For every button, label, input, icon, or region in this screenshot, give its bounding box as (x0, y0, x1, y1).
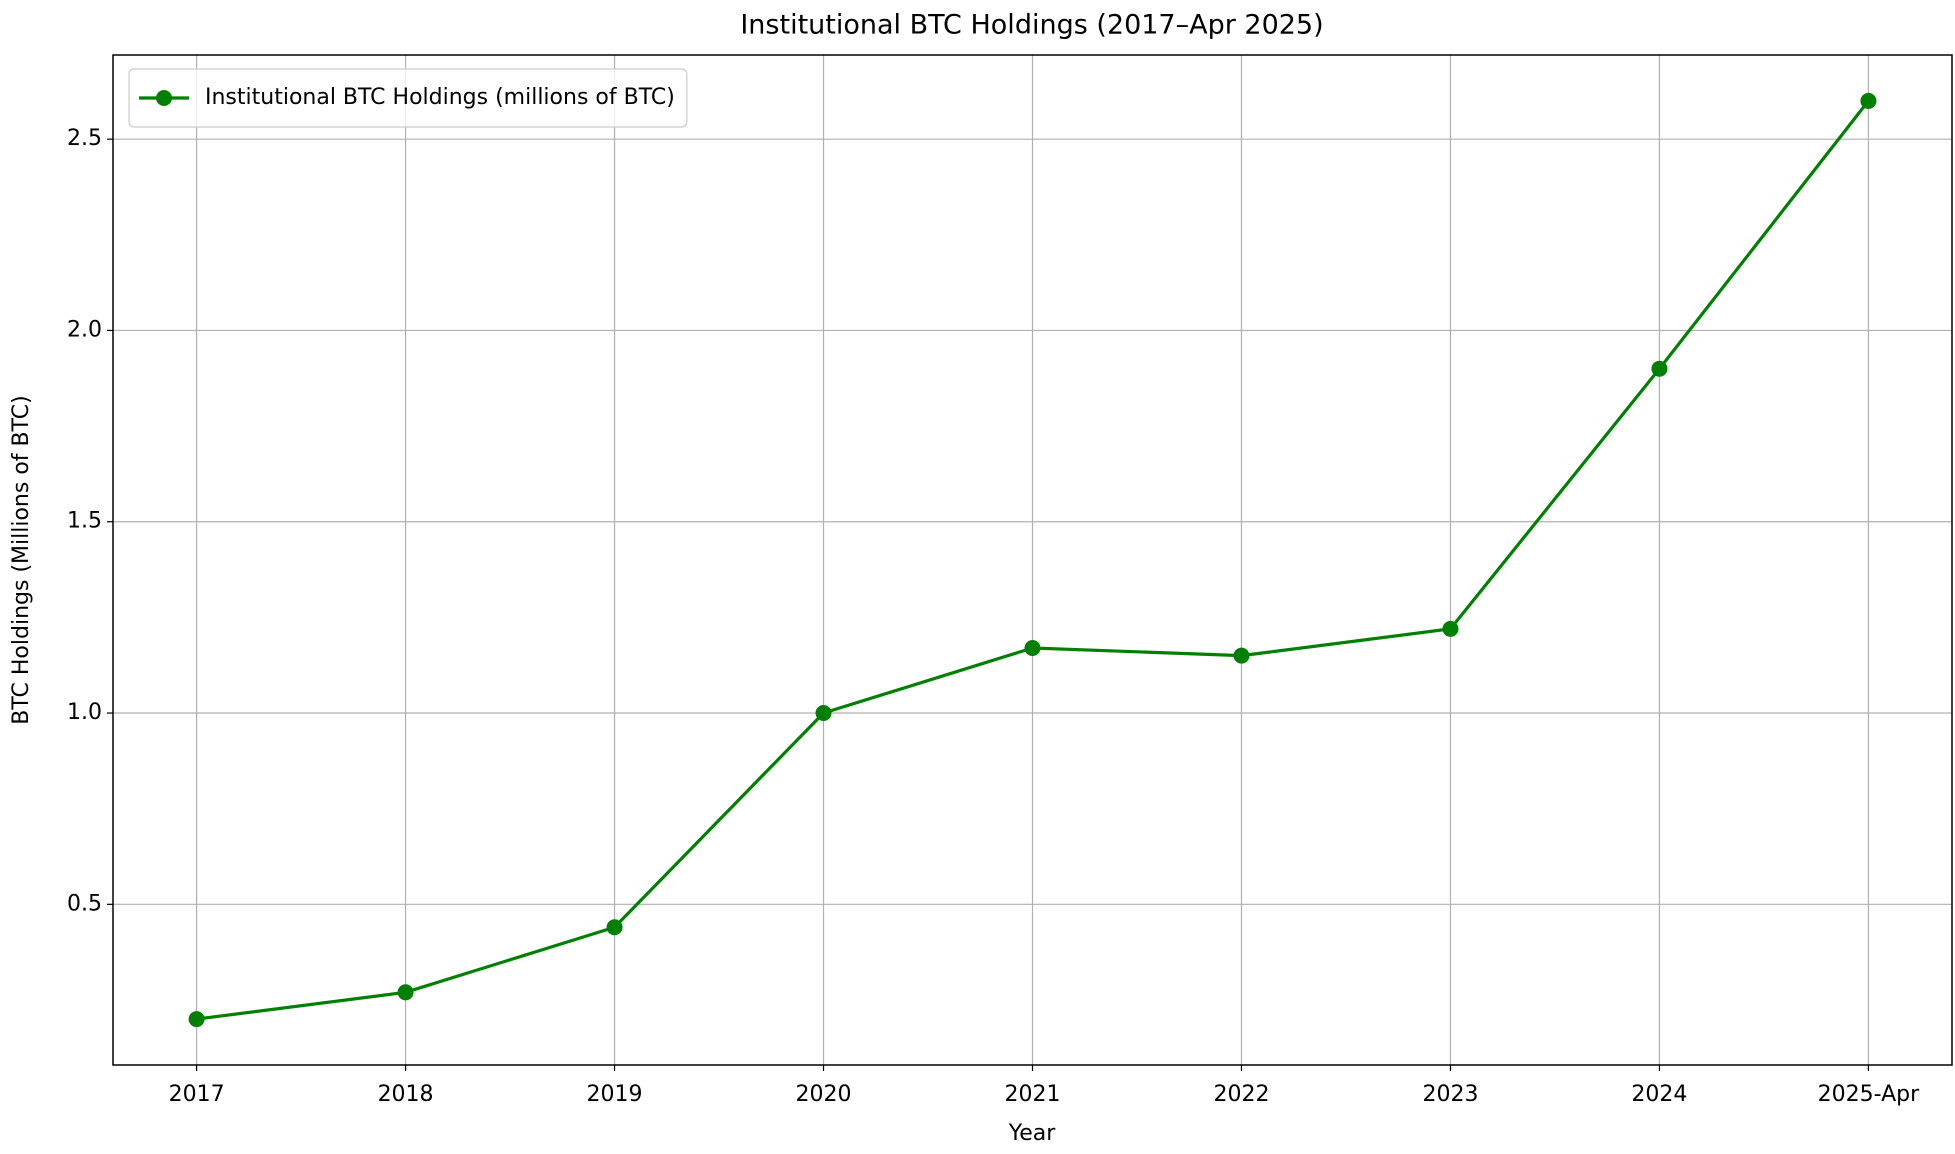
plot-frame (112, 54, 1953, 1066)
y-tick-label: 0.5 (67, 891, 102, 916)
x-tick-label: 2018 (378, 1082, 434, 1107)
marker (1233, 647, 1250, 664)
y-axis-label: BTC Holdings (Millions of BTC) (9, 395, 34, 724)
marker (815, 705, 832, 722)
marker (606, 919, 623, 936)
x-tick-label: 2025-Apr (1818, 1082, 1920, 1107)
marker (397, 984, 414, 1001)
x-tick-label: 2022 (1213, 1082, 1269, 1107)
x-tick-label: 2019 (587, 1082, 643, 1107)
x-tick-label: 2020 (796, 1082, 852, 1107)
marker (188, 1011, 205, 1028)
x-tick-label: 2021 (1005, 1082, 1061, 1107)
legend-label: Institutional BTC Holdings (millions of … (205, 85, 675, 110)
marker (1860, 92, 1877, 109)
y-tick-label: 1.0 (67, 700, 102, 725)
y-tick-label: 1.5 (67, 509, 102, 534)
marker (1651, 360, 1668, 377)
marker (1442, 620, 1459, 637)
y-tick-label: 2.5 (67, 126, 102, 151)
marker (1024, 639, 1041, 656)
legend-marker (156, 90, 172, 106)
legend-box (128, 68, 688, 128)
x-tick-label: 2023 (1422, 1082, 1478, 1107)
chart-title: Institutional BTC Holdings (2017–Apr 202… (740, 10, 1323, 41)
y-tick-label: 2.0 (67, 317, 102, 342)
x-axis-label: Year (1008, 1121, 1057, 1146)
x-tick-label: 2017 (169, 1082, 225, 1107)
x-tick-label: 2024 (1631, 1082, 1687, 1107)
